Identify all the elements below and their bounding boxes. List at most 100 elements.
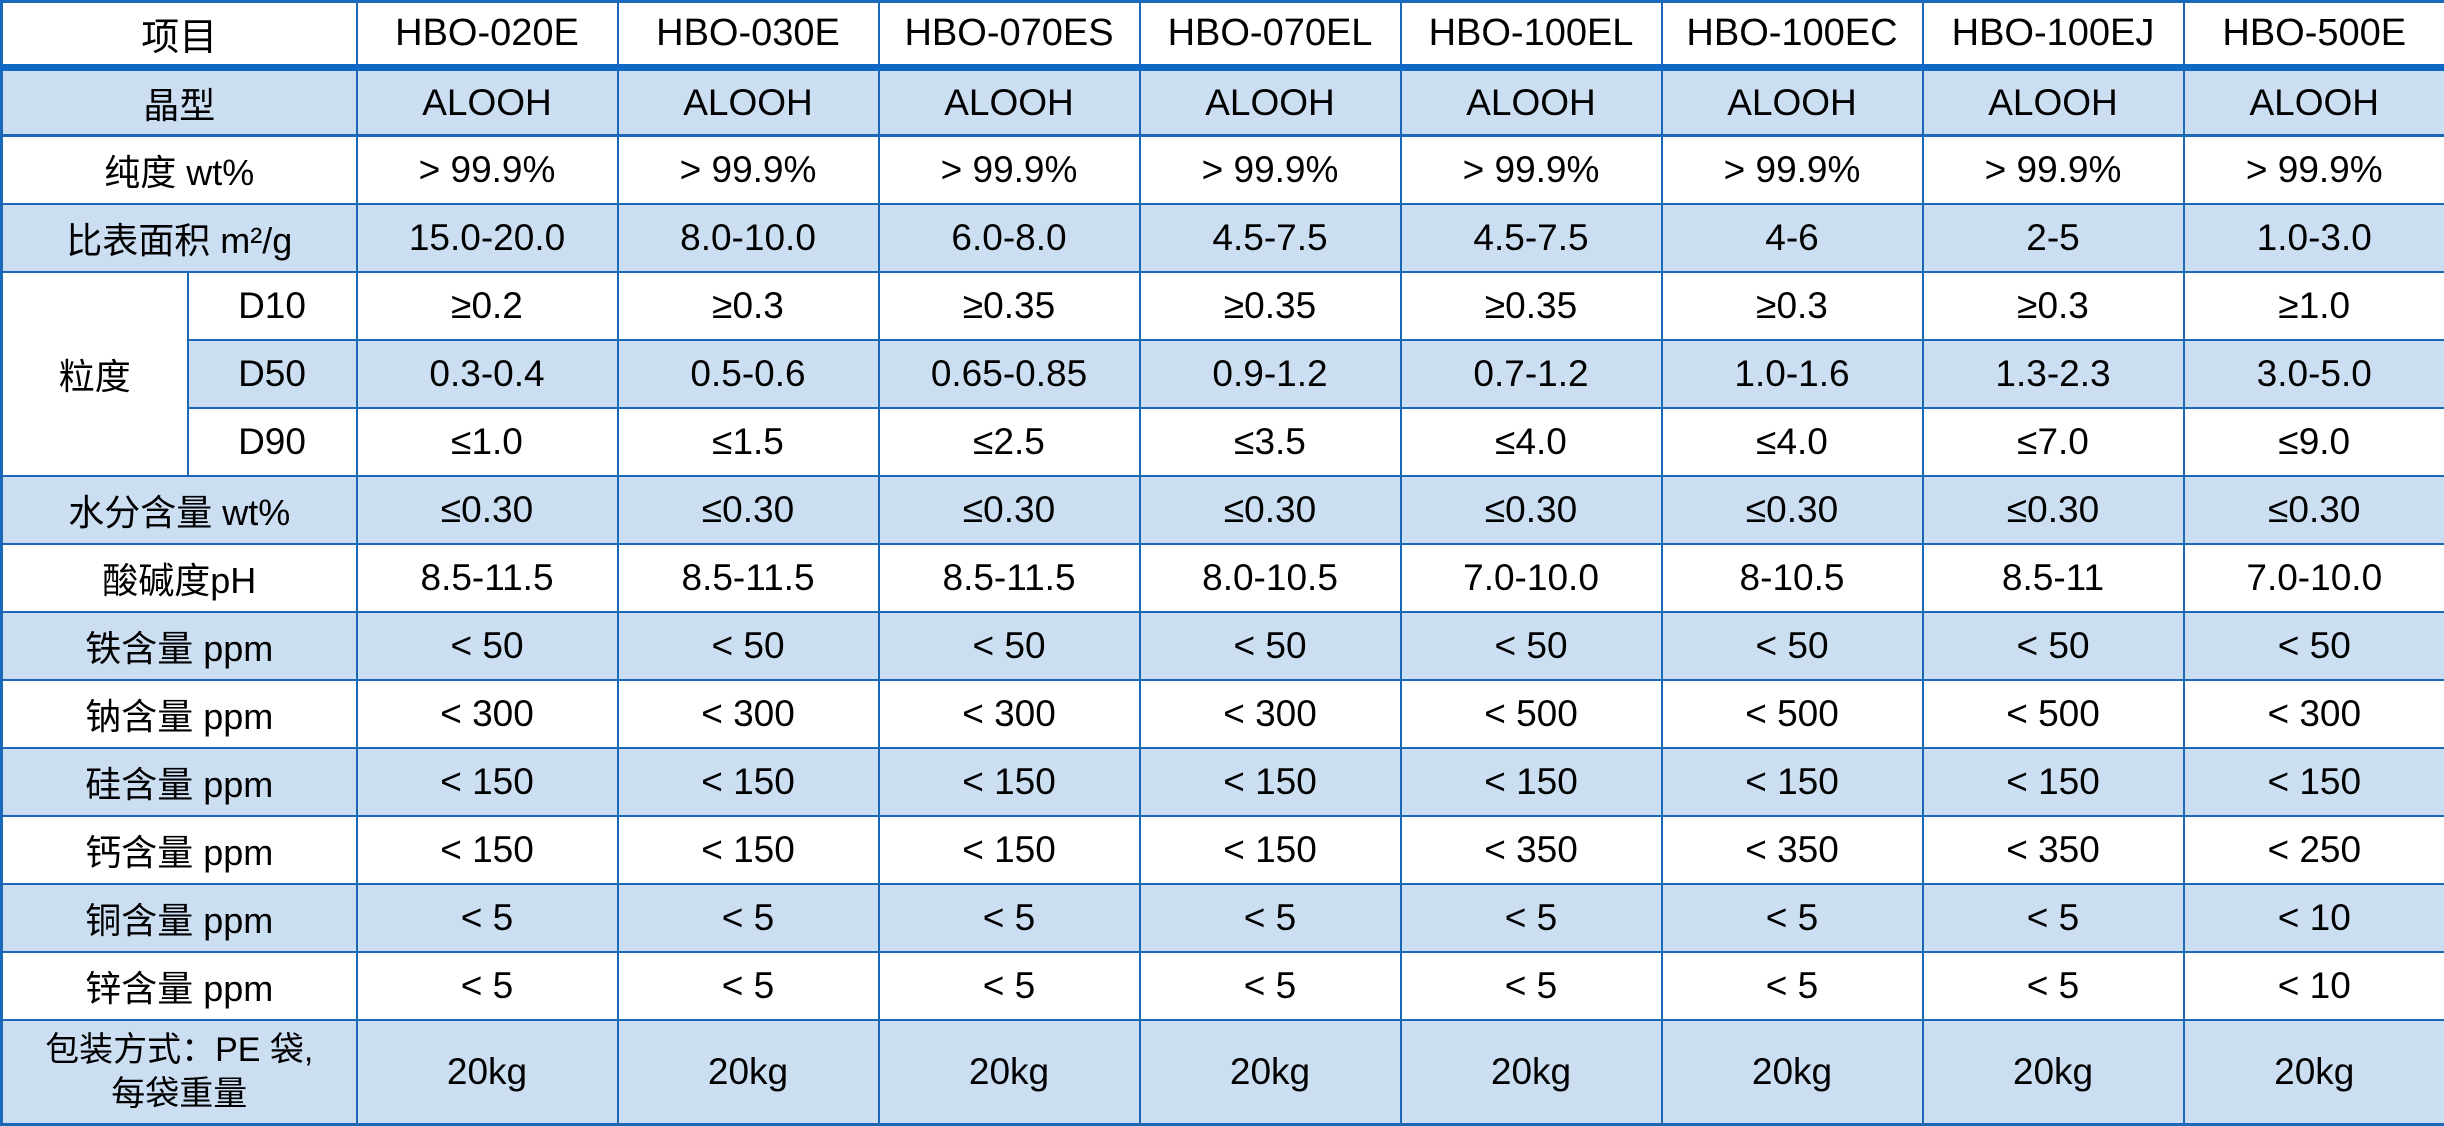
value-cell: 1.3-2.3: [1923, 340, 2184, 408]
value-cell: < 5: [879, 952, 1140, 1020]
value-cell: 15.0-20.0: [357, 204, 618, 272]
value-cell: < 150: [1401, 748, 1662, 816]
row-label: 包装方式：PE 袋, 每袋重量: [2, 1020, 357, 1125]
value-cell: < 50: [1662, 612, 1923, 680]
table-row: D90≤1.0≤1.5≤2.5≤3.5≤4.0≤4.0≤7.0≤9.0: [2, 408, 2444, 476]
value-cell: 2-5: [1923, 204, 2184, 272]
value-cell: < 5: [1662, 884, 1923, 952]
value-cell: < 5: [879, 884, 1140, 952]
value-cell: < 150: [1923, 748, 2184, 816]
value-cell: < 50: [2184, 612, 2444, 680]
value-cell: < 300: [2184, 680, 2444, 748]
value-cell: ≤9.0: [2184, 408, 2444, 476]
row-label: 铜含量 ppm: [2, 884, 357, 952]
row-label: 水分含量 wt%: [2, 476, 357, 544]
value-cell: 20kg: [879, 1020, 1140, 1125]
value-cell: < 10: [2184, 884, 2444, 952]
value-cell: < 50: [357, 612, 618, 680]
value-cell: < 5: [1140, 884, 1401, 952]
value-cell: 8.5-11.5: [618, 544, 879, 612]
value-cell: ≤0.30: [1140, 476, 1401, 544]
value-cell: 8.0-10.0: [618, 204, 879, 272]
value-cell: < 150: [1140, 816, 1401, 884]
value-cell: < 500: [1923, 680, 2184, 748]
value-cell: ALOOH: [1662, 68, 1923, 136]
value-cell: < 50: [1923, 612, 2184, 680]
value-cell: ≤2.5: [879, 408, 1140, 476]
value-cell: < 150: [618, 748, 879, 816]
value-cell: ≥0.35: [1401, 272, 1662, 340]
row-sublabel: D90: [188, 408, 357, 476]
value-cell: ALOOH: [2184, 68, 2444, 136]
value-cell: < 10: [2184, 952, 2444, 1020]
value-cell: < 50: [1401, 612, 1662, 680]
value-cell: < 5: [1923, 884, 2184, 952]
header-product-0: HBO-020E: [357, 2, 618, 68]
value-cell: > 99.9%: [1662, 136, 1923, 204]
value-cell: 20kg: [1140, 1020, 1401, 1125]
value-cell: 20kg: [1401, 1020, 1662, 1125]
value-cell: < 300: [618, 680, 879, 748]
value-cell: ≤0.30: [2184, 476, 2444, 544]
value-cell: 0.65-0.85: [879, 340, 1140, 408]
value-cell: ≥0.35: [879, 272, 1140, 340]
value-cell: < 150: [2184, 748, 2444, 816]
value-cell: ≥0.2: [357, 272, 618, 340]
value-cell: 20kg: [1923, 1020, 2184, 1125]
value-cell: < 300: [879, 680, 1140, 748]
value-cell: < 150: [879, 748, 1140, 816]
value-cell: 20kg: [618, 1020, 879, 1125]
value-cell: > 99.9%: [1140, 136, 1401, 204]
value-cell: < 250: [2184, 816, 2444, 884]
value-cell: ALOOH: [618, 68, 879, 136]
row-label: 硅含量 ppm: [2, 748, 357, 816]
value-cell: 8-10.5: [1662, 544, 1923, 612]
header-product-4: HBO-100EL: [1401, 2, 1662, 68]
table-row: 水分含量 wt%≤0.30≤0.30≤0.30≤0.30≤0.30≤0.30≤0…: [2, 476, 2444, 544]
value-cell: < 500: [1662, 680, 1923, 748]
row-sublabel: D10: [188, 272, 357, 340]
header-item-label: 项目: [2, 2, 357, 68]
value-cell: < 5: [1923, 952, 2184, 1020]
table-row: 钠含量 ppm< 300< 300< 300< 300< 500< 500< 5…: [2, 680, 2444, 748]
row-label: 钠含量 ppm: [2, 680, 357, 748]
value-cell: ALOOH: [879, 68, 1140, 136]
row-sublabel: D50: [188, 340, 357, 408]
value-cell: ≤1.0: [357, 408, 618, 476]
value-cell: < 350: [1662, 816, 1923, 884]
header-product-7: HBO-500E: [2184, 2, 2444, 68]
value-cell: ALOOH: [1140, 68, 1401, 136]
value-cell: < 300: [1140, 680, 1401, 748]
value-cell: > 99.9%: [2184, 136, 2444, 204]
group-label-cell: 粒度: [2, 272, 188, 476]
value-cell: < 5: [618, 952, 879, 1020]
table-row: 纯度 wt%> 99.9%> 99.9%> 99.9%> 99.9%> 99.9…: [2, 136, 2444, 204]
row-label: 铁含量 ppm: [2, 612, 357, 680]
value-cell: < 350: [1401, 816, 1662, 884]
value-cell: ALOOH: [357, 68, 618, 136]
table-row: 钙含量 ppm< 150< 150< 150< 150< 350< 350< 3…: [2, 816, 2444, 884]
value-cell: ≤4.0: [1662, 408, 1923, 476]
value-cell: 8.5-11.5: [879, 544, 1140, 612]
value-cell: < 150: [357, 748, 618, 816]
header-product-5: HBO-100EC: [1662, 2, 1923, 68]
value-cell: ≤0.30: [618, 476, 879, 544]
value-cell: 8.5-11.5: [357, 544, 618, 612]
value-cell: 0.9-1.2: [1140, 340, 1401, 408]
value-cell: 4.5-7.5: [1140, 204, 1401, 272]
value-cell: ≥1.0: [2184, 272, 2444, 340]
value-cell: 6.0-8.0: [879, 204, 1140, 272]
value-cell: ALOOH: [1923, 68, 2184, 136]
value-cell: < 150: [1140, 748, 1401, 816]
row-label: 晶型: [2, 68, 357, 136]
value-cell: < 150: [618, 816, 879, 884]
value-cell: < 500: [1401, 680, 1662, 748]
value-cell: 20kg: [357, 1020, 618, 1125]
